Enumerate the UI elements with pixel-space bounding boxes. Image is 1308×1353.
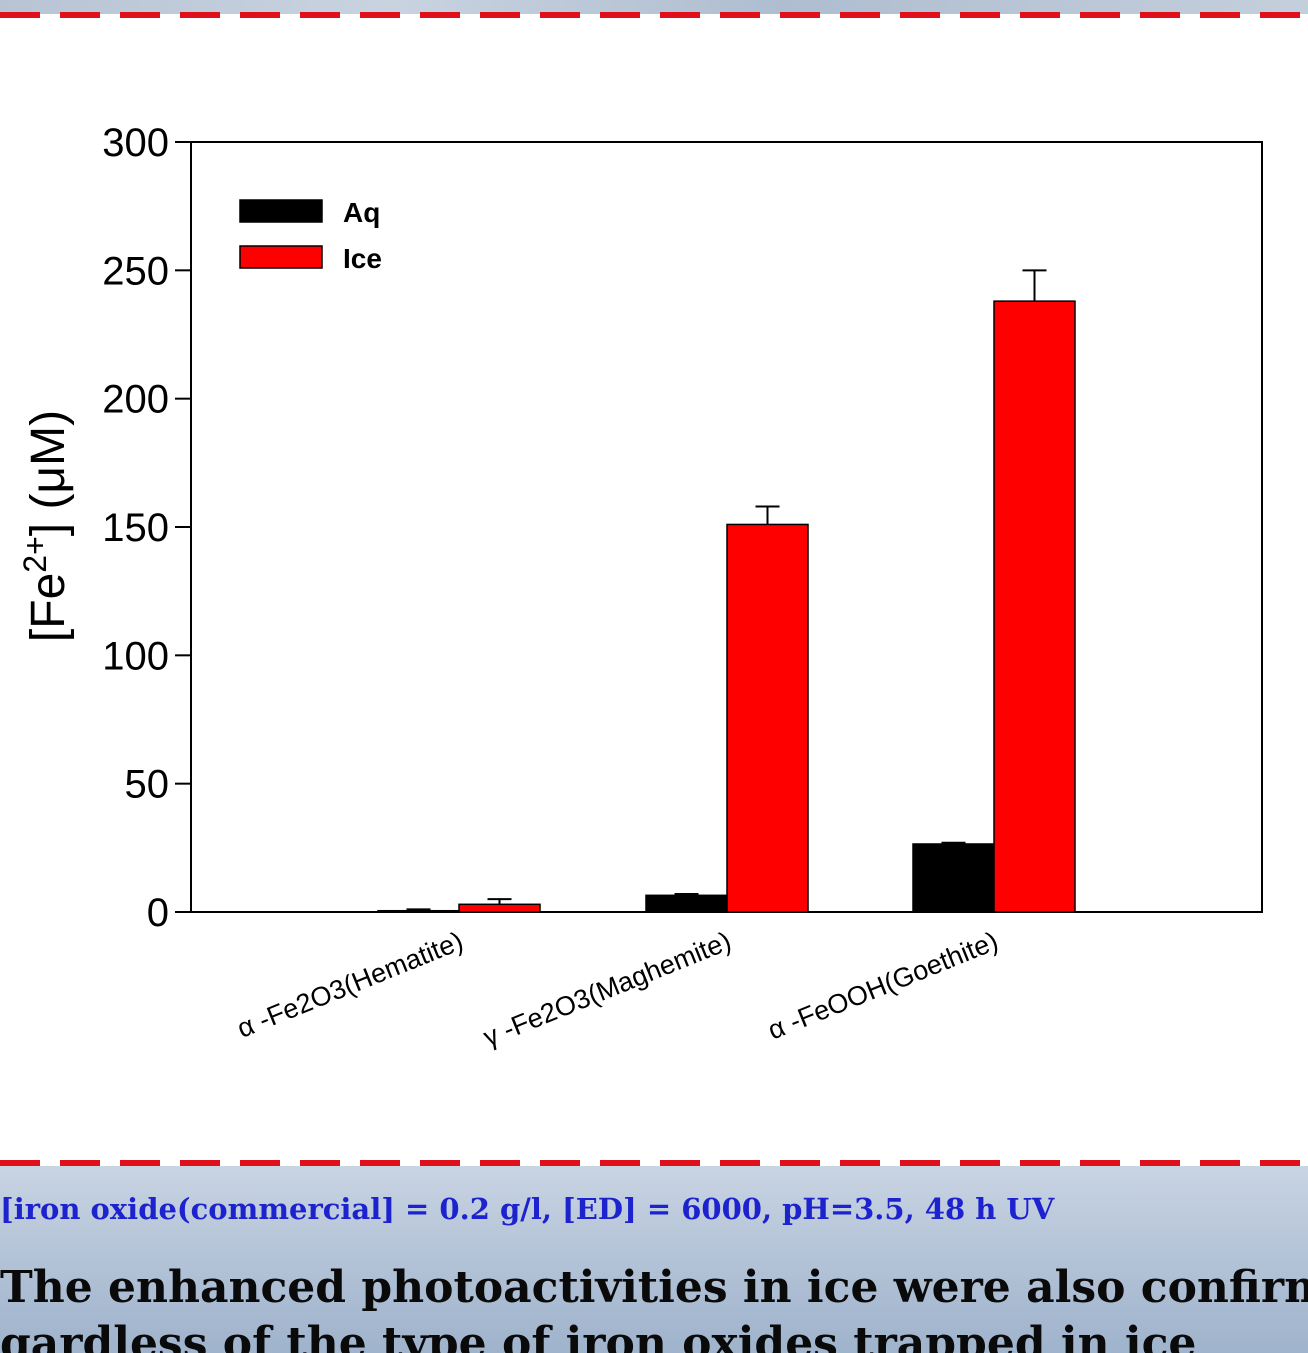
y-axis-title-main: [Fe xyxy=(22,573,75,642)
ice-bar xyxy=(993,300,1076,913)
y-tick-label: 50 xyxy=(125,763,170,807)
x-axis: α -Fe2O3(Hematite) γ -Fe2O3(Maghemite) α -… xyxy=(233,926,1002,1053)
top-dashed-divider xyxy=(0,12,1308,18)
y-tick-label: 250 xyxy=(102,249,169,293)
y-axis-title-superscript: 2+ xyxy=(17,536,53,572)
aq-bar xyxy=(912,843,995,913)
y-tick-label: 0 xyxy=(147,891,169,935)
conclusion-line-2: gardless of the type of iron oxides trap… xyxy=(0,1318,1197,1353)
experimental-conditions: [iron oxide(commercial] = 0.2 g/l, [ED] … xyxy=(0,1192,1055,1226)
y-axis: 0 50 100 150 200 250 300 xyxy=(102,121,191,935)
legend-swatch xyxy=(239,245,323,269)
y-tick-label: 100 xyxy=(102,634,169,678)
category-label: α -FeOOH(Goethite) xyxy=(764,926,1003,1046)
legend-label: Ice xyxy=(343,243,382,274)
y-tick-label: 150 xyxy=(102,506,169,550)
legend-swatch xyxy=(239,199,323,223)
conclusion-text: The enhanced photoactivities in ice were… xyxy=(0,1260,1308,1353)
bar-chart: 0 50 100 150 200 250 300 α -Fe2O3(Hematite) γ -… xyxy=(17,121,1263,1053)
ice-bar xyxy=(726,523,809,913)
y-axis-title: [Fe2+] (μM) xyxy=(17,410,75,642)
conclusion-line-1: The enhanced photoactivities in ice were… xyxy=(0,1262,1308,1313)
caption-panel: [iron oxide(commercial] = 0.2 g/l, [ED] … xyxy=(0,1166,1308,1353)
ice-bar xyxy=(458,903,541,913)
header-strip xyxy=(0,0,1308,14)
category-label: α -Fe2O3(Hematite) xyxy=(233,926,467,1044)
bars-group xyxy=(377,269,1076,913)
aq-bar xyxy=(377,909,460,913)
category-label: γ -Fe2O3(Maghemite) xyxy=(479,926,735,1053)
y-tick-label: 200 xyxy=(102,378,169,422)
y-tick-label: 300 xyxy=(102,121,169,165)
legend: Aq Ice xyxy=(239,197,382,274)
legend-label: Aq xyxy=(343,197,380,228)
bottom-dashed-divider xyxy=(0,1160,1308,1166)
aq-bar xyxy=(645,894,728,913)
y-axis-title-tail: ] (μM) xyxy=(22,410,75,536)
